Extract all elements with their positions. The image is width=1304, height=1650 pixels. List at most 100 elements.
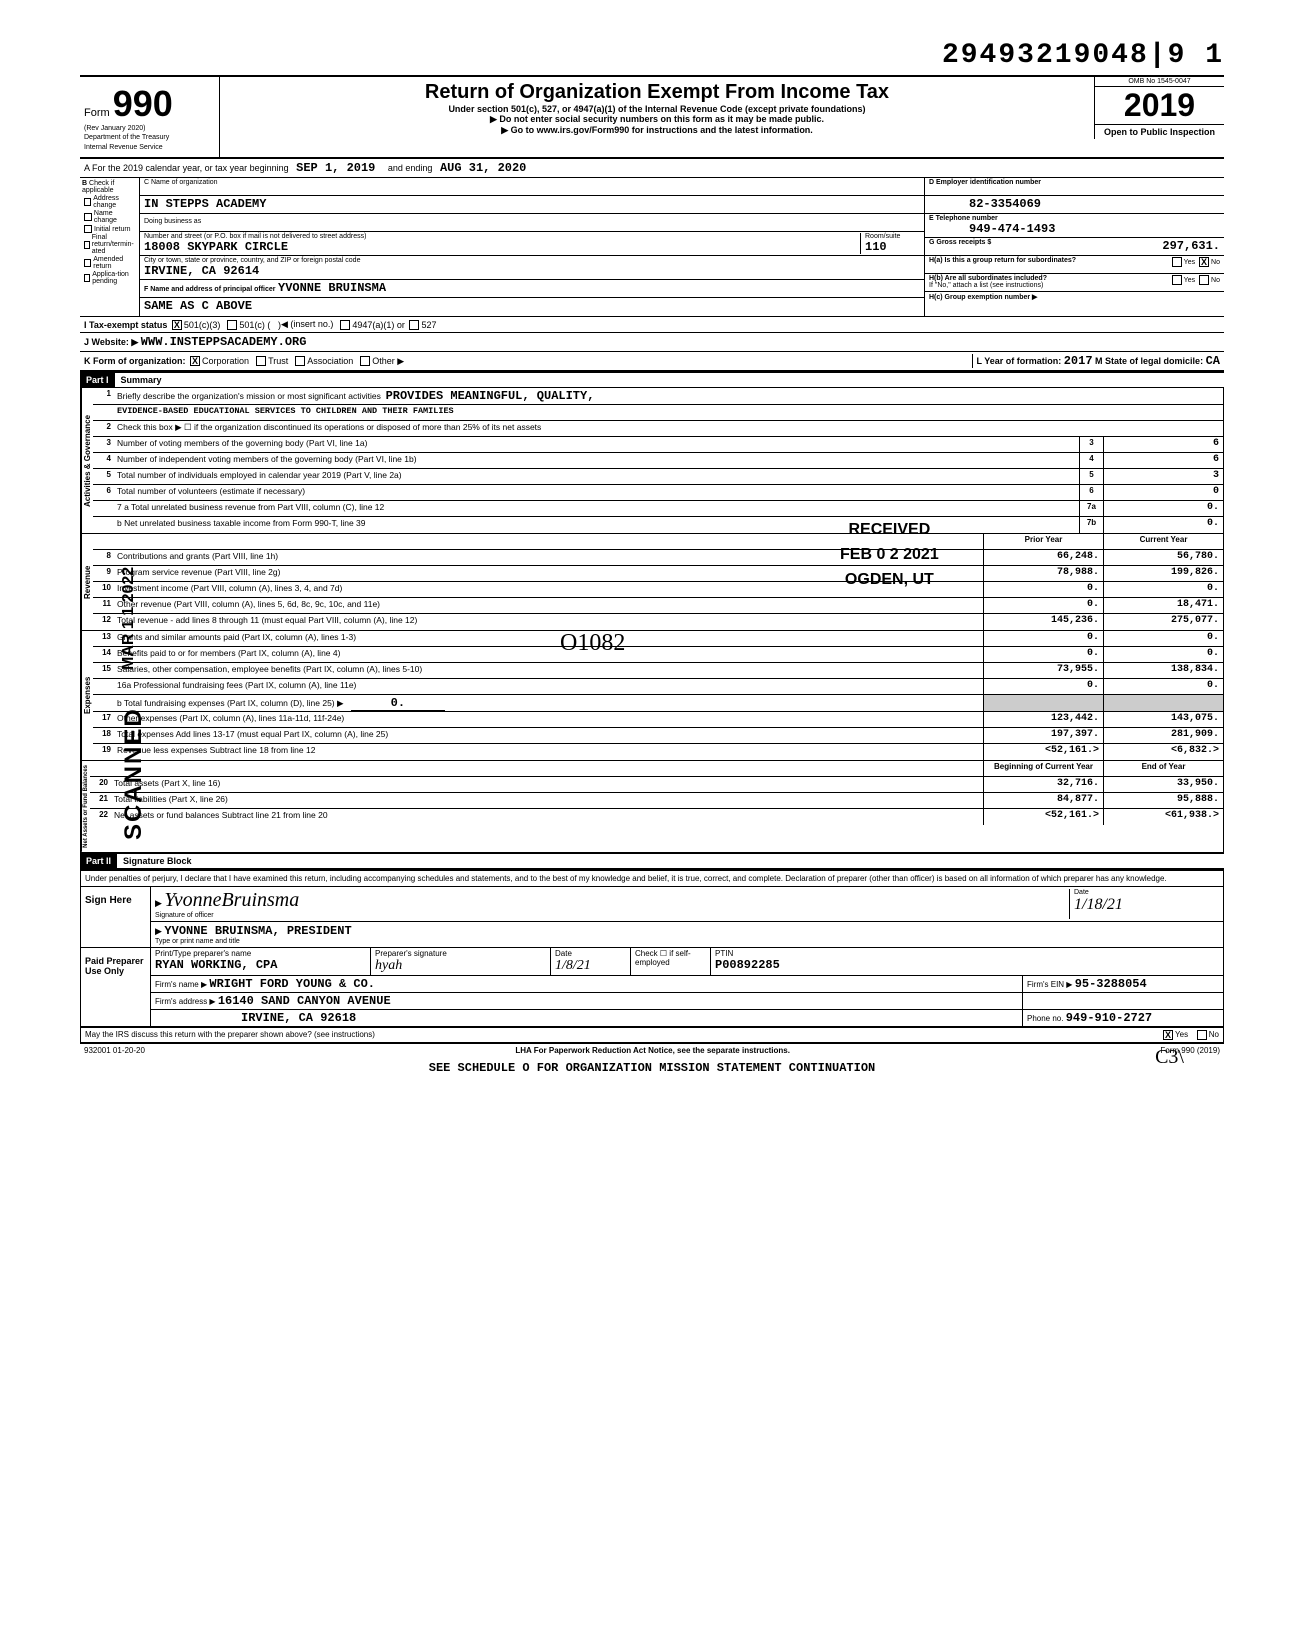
handwritten-initials: C3\: [1155, 1046, 1184, 1069]
line-13-prior: 0.: [983, 631, 1103, 646]
i-501c[interactable]: [227, 320, 237, 330]
line-k-l: K Form of organization: XCorporation Tru…: [80, 352, 1224, 371]
firm-name: WRIGHT FORD YOUNG & CO.: [209, 977, 375, 991]
line-22: Net assets or fund balances Subtract lin…: [112, 809, 983, 825]
k-other[interactable]: [360, 356, 370, 366]
side-activities: Activities & Governance: [81, 388, 93, 533]
line-15: Salaries, other compensation, employee b…: [115, 663, 983, 678]
part-2-title: Signature Block: [117, 854, 198, 868]
discuss-label: May the IRS discuss this return with the…: [85, 1030, 375, 1040]
line-5-val: 3: [1103, 469, 1223, 484]
prep-self-employed[interactable]: Check ☐ if self-employed: [631, 948, 711, 975]
summary-section: Activities & Governance 1 Briefly descri…: [80, 388, 1224, 852]
line-11-prior: 0.: [983, 598, 1103, 613]
hb-no[interactable]: [1199, 275, 1209, 285]
line-12: Total revenue - add lines 8 through 11 (…: [115, 614, 983, 630]
room-label: Room/suite: [865, 233, 920, 240]
gross-receipts: 297,631.: [1162, 239, 1220, 254]
part-2-label: Part II: [80, 854, 117, 868]
prep-date: 1/8/21: [555, 958, 626, 974]
line-8-prior: 66,248.: [983, 550, 1103, 565]
part-2-header: Part II Signature Block: [80, 852, 1224, 869]
hb-yes[interactable]: [1172, 275, 1182, 285]
received-stamp: RECEIVED FEB 0 2 2021 OGDEN, UT: [840, 520, 939, 590]
side-netassets: Net Assets or Fund Balances: [81, 761, 90, 852]
prep-date-label: Date: [555, 949, 626, 958]
line-8-curr: 56,780.: [1103, 550, 1223, 565]
line-15-curr: 138,834.: [1103, 663, 1223, 678]
firm-phone: 949-910-2727: [1066, 1011, 1152, 1025]
line-a-begin: SEP 1, 2019: [296, 161, 375, 175]
ha-no[interactable]: X: [1199, 257, 1209, 267]
title-block: Return of Organization Exempt From Incom…: [220, 77, 1094, 140]
line-16a-prior: 0.: [983, 679, 1103, 694]
k-trust[interactable]: [256, 356, 266, 366]
footer: 932001 01-20-20 LHA For Paperwork Reduct…: [80, 1043, 1224, 1057]
line-17-prior: 123,442.: [983, 712, 1103, 727]
omb-number: OMB No 1545-0047: [1095, 77, 1224, 87]
i-4947[interactable]: [340, 320, 350, 330]
ha-label: H(a) Is this a group return for subordin…: [929, 257, 1076, 264]
line-12-curr: 275,077.: [1103, 614, 1223, 630]
officer-addr: SAME AS C ABOVE: [144, 299, 252, 313]
line-7b-val: 0.: [1103, 517, 1223, 533]
street-address: 18008 SKYPARK CIRCLE: [144, 240, 860, 254]
line-7a: 7 a Total unrelated business revenue fro…: [115, 501, 1079, 516]
line-1-val2: EVIDENCE-BASED EDUCATIONAL SERVICES TO C…: [115, 405, 1223, 420]
line-20-curr: 33,950.: [1103, 777, 1223, 792]
b-initial-return[interactable]: Initial return: [82, 225, 137, 233]
line-a-end: AUG 31, 2020: [440, 161, 526, 175]
addr-label: Number and street (or P.O. box if mail i…: [144, 233, 860, 240]
officer-print-name: YVONNE BRUINSMA, PRESIDENT: [164, 924, 351, 938]
form-label-block: Form 990 (Rev January 2020) Department o…: [80, 77, 220, 157]
handwritten-code: O1082: [560, 630, 625, 657]
line-16a-curr: 0.: [1103, 679, 1223, 694]
line-7a-val: 0.: [1103, 501, 1223, 516]
open-inspection: Open to Public Inspection: [1095, 124, 1224, 139]
col-de: D Employer identification number 82-3354…: [924, 178, 1224, 316]
line-21-prior: 84,877.: [983, 793, 1103, 808]
i-501c3[interactable]: X: [172, 320, 182, 330]
discuss-no[interactable]: [1197, 1030, 1207, 1040]
dba-label: Doing business as: [144, 218, 201, 225]
j-label: J Website: ▶: [84, 337, 138, 348]
b-name-change[interactable]: Name change: [82, 210, 137, 224]
scanned-stamp: SCANNED: [120, 707, 148, 840]
b-sub: Check if applicable: [82, 180, 114, 194]
city-label: City or town, state or province, country…: [144, 257, 920, 264]
b-application-pending[interactable]: Applica-tion pending: [82, 271, 137, 285]
form-header: Form 990 (Rev January 2020) Department o…: [80, 75, 1224, 159]
line-18-prior: 197,397.: [983, 728, 1103, 743]
line-4-val: 6: [1103, 453, 1223, 468]
k-assoc[interactable]: [295, 356, 305, 366]
title-sub: Under section 501(c), 527, or 4947(a)(1)…: [226, 104, 1088, 114]
firm-ein: 95-3288054: [1075, 977, 1147, 991]
line-14: Benefits paid to or for members (Part IX…: [115, 647, 983, 662]
phone: 949-474-1493: [969, 222, 1220, 236]
i-label: I Tax-exempt status: [84, 320, 167, 330]
col-c: C Name of organization IN STEPPS ACADEMY…: [140, 178, 924, 316]
head-prior: Prior Year: [983, 534, 1103, 549]
b-amended-return[interactable]: Amended return: [82, 256, 137, 270]
line-10-prior: 0.: [983, 582, 1103, 597]
hc-label: H(c) Group exemption number ▶: [929, 294, 1037, 301]
discuss-yes[interactable]: X: [1163, 1030, 1173, 1040]
omb-year-block: OMB No 1545-0047 2019 Open to Public Ins…: [1094, 77, 1224, 139]
k-corp[interactable]: X: [190, 356, 200, 366]
ha-yes[interactable]: [1172, 257, 1182, 267]
line-16b-val: 0.: [351, 696, 445, 711]
title-arrow-1: ▶ Do not enter social security numbers o…: [226, 114, 1088, 125]
line-22-prior: <52,161.>: [983, 809, 1103, 825]
title-main: Return of Organization Exempt From Incom…: [226, 81, 1088, 104]
line-18-curr: 281,909.: [1103, 728, 1223, 743]
line-17: Other expenses (Part IX, column (A), lin…: [115, 712, 983, 727]
b-final-return[interactable]: Final return/termin-ated: [82, 234, 137, 255]
ptin-label: PTIN: [715, 949, 1219, 958]
d-label: D Employer identification number: [929, 179, 1220, 186]
line-16a: 16a Professional fundraising fees (Part …: [115, 679, 983, 694]
b-address-change[interactable]: Address change: [82, 195, 137, 209]
c-label: C Name of organization: [144, 179, 920, 186]
part-1-title: Summary: [115, 373, 168, 387]
i-527[interactable]: [409, 320, 419, 330]
city-state-zip: IRVINE, CA 92614: [144, 264, 920, 278]
